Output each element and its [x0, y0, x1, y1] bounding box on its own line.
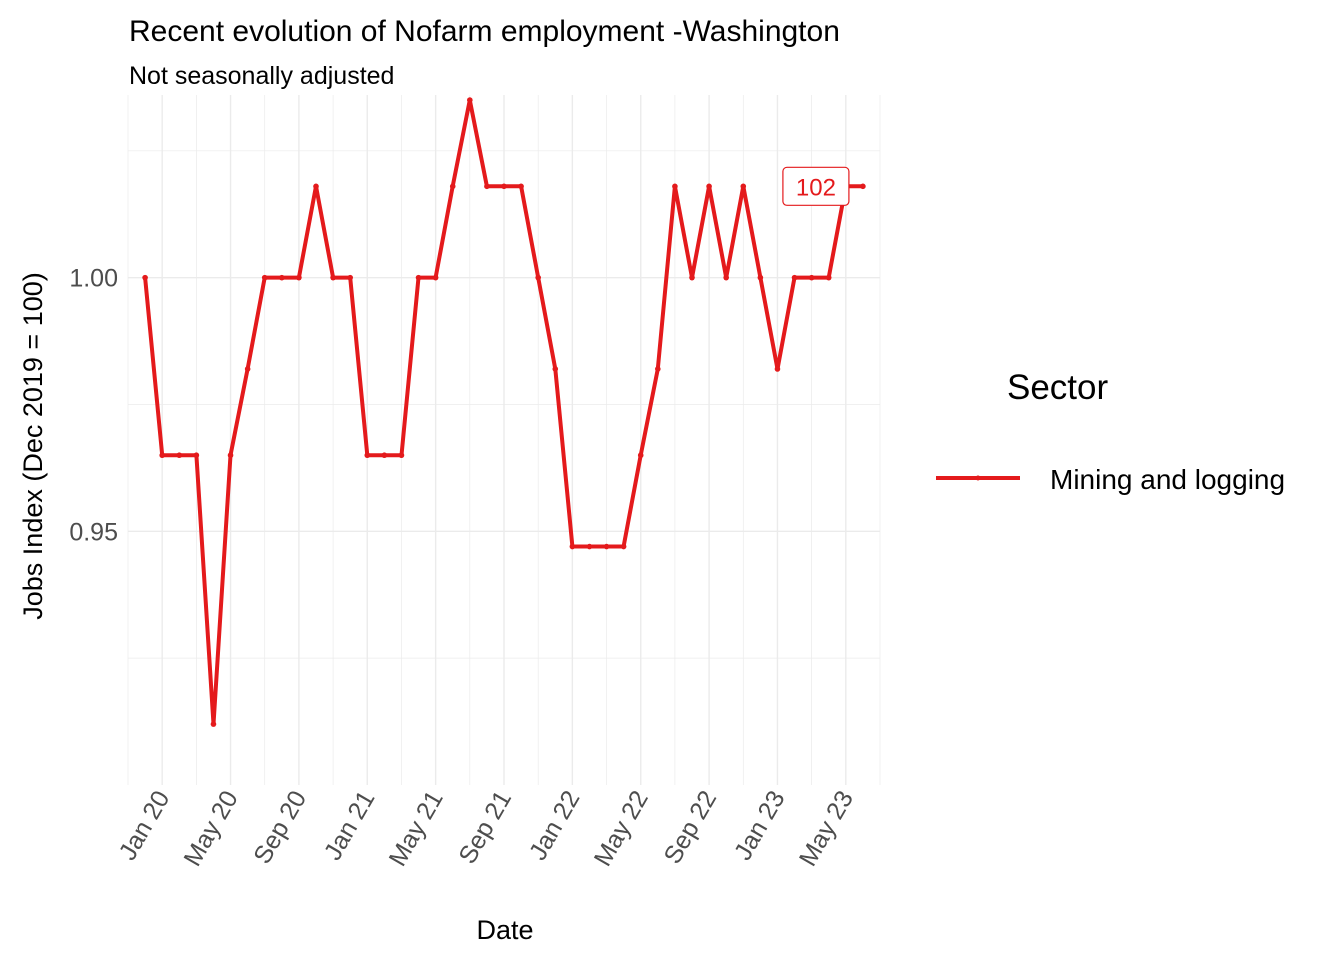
x-tick-label: Sep 22 [658, 786, 722, 869]
data-point [449, 183, 456, 190]
data-point [655, 366, 661, 372]
data-point [808, 274, 815, 281]
data-point [860, 183, 866, 190]
data-point [176, 452, 183, 459]
data-point [467, 97, 473, 103]
x-tick-label: Jan 20 [114, 786, 176, 865]
data-point [535, 274, 541, 281]
data-point [415, 274, 422, 281]
x-tick-label: May 22 [589, 786, 654, 871]
data-point [620, 543, 627, 550]
data-point [142, 274, 148, 281]
x-axis-title: Date [476, 915, 533, 945]
end-label-box [782, 166, 850, 206]
data-point [689, 274, 695, 281]
x-ticks: Jan 20 May 20 Sep 20 Jan 21 May 21 Sep 21 Jan … [114, 786, 859, 871]
data-point [723, 274, 729, 281]
data-point [398, 452, 405, 459]
data-point [193, 452, 200, 459]
x-tick-label: Jan 23 [729, 786, 791, 865]
data-point [227, 452, 234, 459]
x-tick-label: Sep 21 [453, 786, 517, 869]
data-point [330, 274, 336, 281]
data-point [672, 183, 678, 190]
x-tick-label: May 21 [384, 786, 449, 871]
legend: Sector Mining and logging [936, 368, 1285, 495]
legend-key-point [975, 475, 981, 481]
data-point [296, 274, 302, 281]
legend-label: Mining and logging [1050, 464, 1285, 495]
data-point [347, 274, 353, 281]
data-point [603, 543, 610, 550]
y-tick-label: 0.95 [69, 518, 118, 546]
data-point [432, 274, 439, 281]
grid [127, 95, 881, 785]
data-point [774, 366, 781, 372]
data-point [210, 721, 217, 727]
data-point [261, 274, 268, 281]
y-axis-title: Jobs Index (Dec 2019 = 100) [18, 272, 48, 619]
data-point [381, 452, 388, 459]
data-point [484, 183, 490, 190]
data-point [569, 543, 576, 550]
data-point [313, 183, 319, 190]
plot-series [142, 97, 866, 727]
data-point [364, 452, 371, 459]
data-point [637, 452, 644, 459]
data-point [791, 274, 798, 281]
chart-title: Recent evolution of Nofarm employment -W… [129, 15, 840, 48]
data-point [159, 452, 165, 459]
chart-subtitle: Not seasonally adjusted [129, 62, 394, 90]
x-tick-label: May 20 [179, 786, 244, 871]
data-point [279, 274, 285, 281]
y-ticks: 0.95 1.00 [69, 265, 118, 547]
data-point [825, 274, 832, 281]
x-tick-label: Jan 21 [319, 786, 381, 865]
data-point [740, 183, 747, 190]
data-point [552, 366, 559, 372]
data-point [501, 183, 507, 190]
data-point [518, 183, 524, 190]
data-point [244, 366, 251, 372]
data-point [706, 183, 712, 190]
legend-title: Sector [1007, 368, 1108, 407]
data-point [757, 274, 764, 281]
x-tick-label: Jan 22 [524, 786, 586, 865]
end-label: 102 [782, 166, 850, 206]
y-tick-label: 1.00 [69, 265, 118, 293]
end-label-text: 102 [796, 174, 836, 201]
data-point [586, 543, 593, 550]
x-tick-label: Sep 20 [248, 786, 312, 869]
x-tick-label: May 23 [794, 786, 859, 871]
